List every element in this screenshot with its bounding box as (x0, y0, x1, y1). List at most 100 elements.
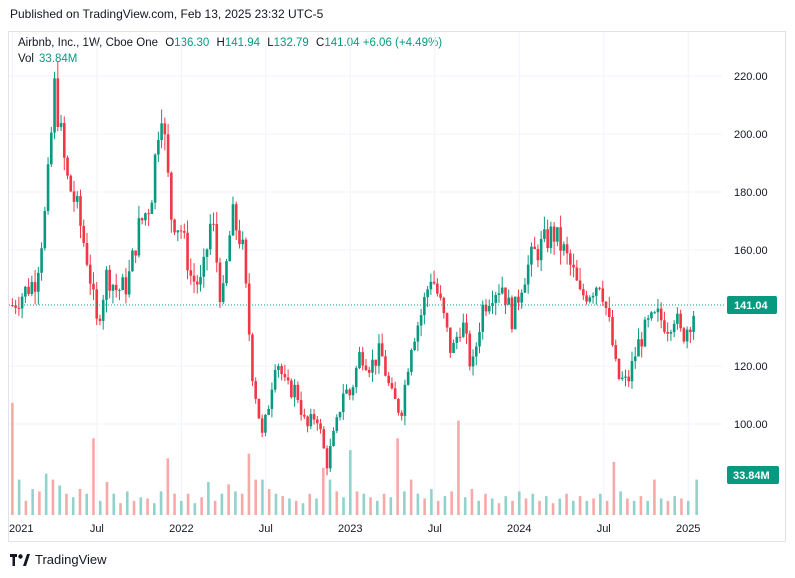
candle-body (530, 246, 533, 265)
volume-bar (666, 500, 670, 515)
candle-body (666, 331, 669, 334)
candle-body (163, 123, 167, 135)
candle-body (75, 196, 79, 202)
last-volume-badge-text: 33.84M (733, 470, 770, 482)
candle-body (468, 333, 472, 367)
candle-body (195, 281, 199, 285)
candle-body (157, 140, 160, 155)
candle-body (685, 329, 689, 342)
candle-body (79, 196, 82, 226)
volume-bar (572, 500, 575, 515)
volume-bar (416, 493, 420, 515)
candle-body (199, 276, 202, 285)
candle-body (497, 293, 501, 296)
candle-body (306, 416, 309, 427)
open-label: O (165, 37, 175, 49)
candle-body (552, 226, 556, 242)
candle-body (650, 312, 653, 319)
volume-bar (605, 500, 609, 515)
candle-body (364, 365, 368, 370)
volume-bar (186, 493, 190, 515)
candle-body (254, 381, 257, 399)
candle-body (328, 445, 332, 469)
volume-bar (396, 438, 399, 515)
volume-bars (11, 402, 698, 515)
volume-bar (207, 481, 210, 515)
candle-body (189, 270, 193, 276)
candle-body (247, 283, 251, 335)
candle-body (536, 249, 540, 261)
volume-bar (382, 493, 386, 515)
time-axis[interactable]: 2021 Jul 2022 Jul 2023 Jul 2024 Jul 2025 (9, 523, 700, 535)
candle-body (390, 383, 394, 389)
candle-body (234, 204, 238, 231)
candle-body (507, 297, 511, 305)
candle-body (14, 305, 17, 308)
candle-body (556, 227, 559, 242)
candle-body (423, 297, 426, 316)
volume-legend: Vol 33.84M (18, 53, 77, 65)
volume-bar (680, 498, 683, 515)
volume-bar (653, 479, 656, 515)
candle-body (105, 269, 108, 300)
candle-body (131, 250, 134, 272)
candle-body (319, 423, 322, 430)
volume-bar (457, 420, 460, 515)
candle-body (153, 154, 157, 203)
footer-brand[interactable]: TradingView (10, 552, 107, 567)
volume-bar (463, 497, 467, 515)
candle-body (335, 417, 339, 431)
candle-body (299, 399, 303, 415)
low-value: 132.79 (273, 37, 309, 49)
open-value: 136.30 (174, 37, 210, 49)
candle-body (413, 341, 416, 350)
price-axis[interactable]: 220.00200.00180.00160.00140.00120.00100.… (734, 71, 768, 431)
candle-body (24, 286, 27, 297)
candle-body (406, 371, 410, 385)
price-tick-label: 160.00 (734, 245, 768, 257)
candle-body (280, 366, 283, 375)
volume-bar (686, 500, 690, 515)
symbol-label[interactable]: Airbnb, Inc., 1W, Cboe One (18, 37, 158, 49)
candle-body (244, 239, 248, 284)
volume-bar (44, 473, 48, 515)
volume-label[interactable]: Vol (18, 53, 34, 65)
candle-body (607, 307, 611, 317)
candle-body (559, 227, 562, 251)
candle-body (88, 264, 92, 284)
price-tick-label: 100.00 (734, 419, 768, 431)
volume-bar (267, 489, 271, 515)
candle-body (338, 412, 342, 418)
candle-body (296, 384, 300, 400)
candle-body (257, 398, 261, 419)
candle-body (267, 408, 270, 415)
candle-body (539, 238, 543, 261)
candle-body (286, 377, 290, 381)
candle-body (653, 312, 656, 314)
volume-bar (38, 491, 41, 515)
volume-bar (558, 498, 562, 515)
volume-bar (58, 485, 61, 515)
volume-bar (389, 497, 393, 515)
candle-body (37, 272, 40, 292)
candle-body (526, 264, 530, 285)
volume-bar (294, 500, 298, 515)
candle-body (205, 249, 209, 257)
chart-frame (8, 31, 786, 542)
candle-body (520, 292, 523, 303)
candle-body (108, 269, 111, 291)
candle-body (620, 377, 624, 379)
volume-bar (477, 500, 481, 515)
volume-bar (24, 500, 28, 515)
candle-body (221, 283, 225, 303)
volume-bar (98, 500, 102, 515)
volume-bar (585, 500, 589, 515)
candle-body (238, 230, 241, 245)
candle-body (562, 244, 566, 251)
candle-body (33, 282, 37, 292)
volume-bar (504, 496, 508, 515)
time-tick-label: Jul (597, 523, 611, 535)
volume-bar (619, 491, 622, 515)
volume-bar (153, 503, 156, 515)
